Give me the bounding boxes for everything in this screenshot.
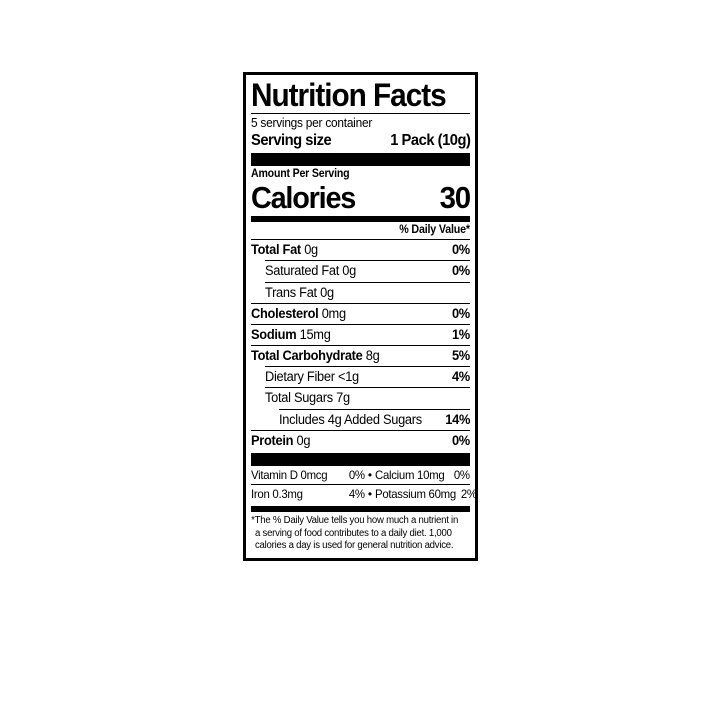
- row-sodium: Sodium 15mg 1%: [251, 323, 470, 345]
- fiber-name: Dietary Fiber: [265, 369, 335, 385]
- total-carb-amount: 8g: [365, 348, 380, 364]
- vitamin-d-dv: 0%: [348, 468, 365, 483]
- protein-dv: 0%: [452, 432, 470, 448]
- row-trans-fat: Trans Fat 0g: [265, 281, 470, 303]
- cholesterol-amount: 0mg: [321, 305, 346, 321]
- row-total-carbohydrate: Total Carbohydrate 8g 5%: [251, 345, 470, 366]
- sodium-name: Sodium: [251, 326, 297, 342]
- cholesterol-dv: 0%: [452, 305, 470, 321]
- servings-per-container: 5 servings per container: [251, 115, 373, 130]
- title-divider: [251, 112, 470, 114]
- row-saturated-fat: Saturated Fat 0g 0%: [265, 260, 470, 281]
- row-vitamin-d-calcium: Vitamin D 0mcg 0% • Calcium 10mg 0%: [251, 466, 470, 484]
- potassium-name: Potassium 60mg: [374, 487, 456, 502]
- serving-size-value: 1 Pack (10g): [389, 132, 471, 150]
- calories-value: 30: [439, 179, 472, 215]
- added-sugars-name: Includes 4g Added Sugars: [279, 411, 422, 427]
- fiber-dv: 4%: [452, 369, 470, 385]
- total-fat-dv: 0%: [452, 242, 470, 258]
- row-added-sugars: Includes 4g Added Sugars 14%: [279, 408, 470, 430]
- serving-size-row: Serving size 1 Pack (10g): [251, 132, 470, 152]
- total-carb-name: Total Carbohydrate: [251, 348, 363, 364]
- potassium-dv: 2%: [460, 487, 477, 502]
- daily-value-footnote: *The % Daily Value tells you how much a …: [251, 514, 459, 552]
- saturated-fat-dv: 0%: [452, 263, 470, 279]
- row-total-sugars: Total Sugars 7g: [265, 387, 470, 408]
- calcium-name: Calcium 10mg: [374, 468, 445, 483]
- total-carb-dv: 5%: [452, 348, 470, 364]
- medium-divider-calories: [251, 216, 470, 223]
- sodium-amount: 15mg: [299, 326, 331, 342]
- vitamin-separator-dot: •: [367, 468, 372, 483]
- total-fat-name: Total Fat: [251, 242, 301, 258]
- total-sugars-amount: 7g: [336, 390, 350, 406]
- row-iron-potassium: Iron 0.3mg 4% • Potassium 60mg 2%: [251, 484, 477, 503]
- added-sugars-dv: 14%: [445, 411, 470, 427]
- calcium-dv: 0%: [454, 468, 470, 483]
- total-fat-amount: 0g: [304, 242, 318, 258]
- row-total-fat: Total Fat 0g 0%: [251, 239, 470, 260]
- total-sugars-name: Total Sugars: [265, 390, 333, 406]
- nutrition-facts-label: Nutrition Facts 5 servings per container…: [243, 72, 478, 562]
- saturated-fat-amount: 0g: [342, 263, 356, 279]
- amount-per-serving-label: Amount Per Serving: [251, 167, 350, 180]
- thick-divider-top: [251, 152, 470, 166]
- mineral-separator-dot: •: [367, 487, 372, 502]
- medium-divider-footnote: [251, 505, 470, 512]
- cholesterol-name: Cholesterol: [251, 305, 319, 321]
- protein-name: Protein: [251, 432, 294, 448]
- serving-size-label: Serving size: [251, 132, 332, 150]
- row-cholesterol: Cholesterol 0mg 0%: [251, 302, 470, 324]
- row-protein: Protein 0g 0%: [251, 429, 470, 451]
- iron-dv: 4%: [348, 487, 365, 502]
- protein-amount: 0g: [296, 432, 311, 448]
- label-title: Nutrition Facts: [251, 77, 447, 113]
- daily-value-header-text: % Daily Value*: [399, 224, 470, 237]
- iron-name: Iron 0.3mg: [251, 487, 303, 502]
- saturated-fat-name: Saturated Fat: [265, 263, 340, 279]
- daily-value-header: % Daily Value*: [251, 222, 470, 239]
- trans-fat-name: Trans Fat: [265, 284, 317, 300]
- thick-divider-vitamins: [251, 453, 470, 467]
- calories-label: Calories: [251, 179, 356, 215]
- sodium-dv: 1%: [452, 326, 470, 342]
- row-dietary-fiber: Dietary Fiber <1g 4%: [265, 366, 470, 387]
- trans-fat-amount: 0g: [320, 284, 334, 300]
- fiber-amount: <1g: [337, 369, 359, 385]
- calories-row: Calories 30: [251, 179, 472, 216]
- vitamin-d-name: Vitamin D 0mcg: [251, 468, 328, 483]
